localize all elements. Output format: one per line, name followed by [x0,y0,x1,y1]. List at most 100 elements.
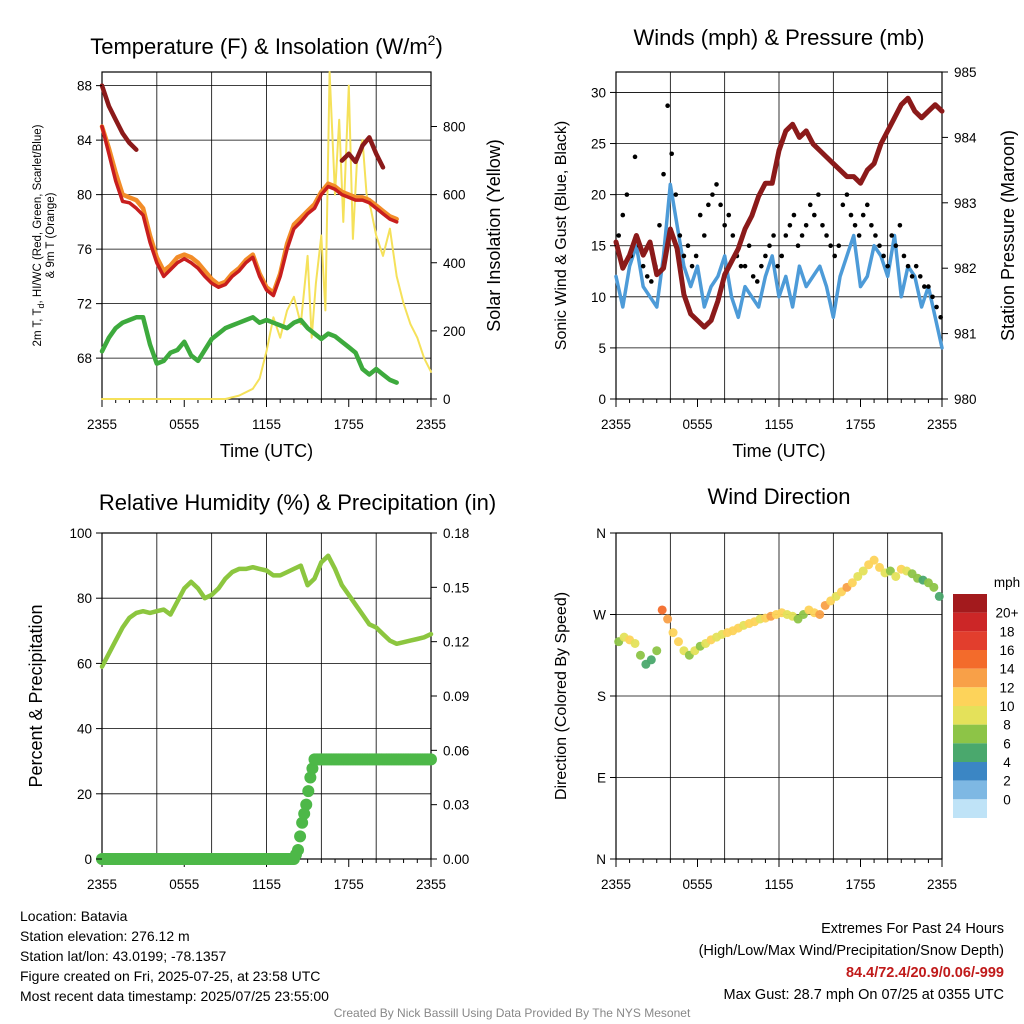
legend-swatch [953,743,987,762]
x-tick-label: 1155 [764,877,793,892]
gust-point [771,233,776,238]
y-tick-label: 25 [591,137,606,152]
legend-swatch [953,594,987,613]
gust-point [824,233,829,238]
rh-panel: 2355 0555 1155 1755 2355 0 20 40 60 80 100 0.00 0.03… [26,490,496,892]
gust-point [616,233,622,238]
legend-label: 0 [1003,792,1011,807]
y2-tick-label: 0.03 [443,798,469,813]
x-tick-label: 1755 [845,877,875,892]
legend-swatch [953,668,987,688]
direction-point [869,555,879,565]
gust-point [640,263,646,269]
x-tick-label: 1155 [252,417,281,432]
direction-point [934,591,944,601]
precip-point [294,830,307,843]
gust-point [913,263,919,269]
y2-tick-label: 0 [443,392,451,407]
legend-label: 4 [1003,755,1011,770]
gust-point [799,233,805,238]
y2-tick-label: 980 [954,392,977,407]
legend-swatch [953,780,987,800]
x-tick-label: 2355 [87,877,117,892]
y2-tick-label: 0.00 [443,852,469,867]
legend-swatch [953,612,987,632]
direction-point [853,571,863,581]
x-tick-label: 1155 [252,877,281,892]
y-tick-label: 68 [77,351,92,366]
gust-point [681,253,687,259]
gust-point [889,233,895,238]
gust-point [934,304,939,310]
gust-point [905,263,911,269]
gust-point [791,212,797,218]
y-tick-label: 76 [77,242,92,257]
precip-point [298,807,311,820]
legend-label: 10 [999,699,1014,714]
gust-point [860,212,866,218]
gust-point [673,192,679,197]
wind-y-label: Sonic Wind & Gust (Blue, Black) [553,121,570,350]
y-tick-label: 80 [77,591,92,606]
extremes-title: Extremes For Past 24 Hours [821,921,1004,937]
x-tick-label: 0555 [682,417,712,432]
gust-point [852,222,858,228]
x-tick-label: 2355 [416,417,446,432]
gust-point [795,243,801,249]
gust-point [706,202,711,208]
legend-label: 14 [999,662,1015,677]
station-location: Location: Batavia [20,908,128,924]
x-tick-label: 0555 [169,417,199,432]
gust-point [856,233,862,238]
direction-point [929,582,939,592]
y-tick-label: 100 [69,526,92,541]
legend-label: 6 [1003,736,1011,751]
legend-label: 18 [999,624,1014,639]
x-tick-label: 2355 [416,877,446,892]
gust-point [750,274,756,279]
gust-point [669,151,674,157]
legend-label: 8 [1003,718,1011,733]
station-info: Location: Batavia Station elevation: 276… [20,906,329,1006]
relative-humidity-line [99,553,434,669]
temp-y-label: 2m T, Td, HI/WC (Red, Green, Scarlet/Blu… [32,124,46,346]
most-recent-timestamp: Most recent data timestamp: 2025/07/25 2… [20,988,329,1004]
extremes-subtitle: (High/Low/Max Wind/Precipitation/Snow De… [698,943,1004,959]
direction-point [673,637,683,647]
gust-point [775,263,780,269]
direction-point [847,578,857,588]
y-tick-label: 10 [591,290,606,305]
legend-swatch [953,724,987,744]
station-elevation: Station elevation: 276.12 m [20,928,190,944]
temp-panel: 2355 0555 1155 1755 2355 68 72 76 80 84 88 0 200 400 6… [32,32,504,461]
gust-point [873,233,878,238]
direction-point [891,571,901,581]
gust-point [917,274,923,279]
gust-point [901,253,907,259]
gust-point [812,212,817,218]
y-tick-label: 72 [77,297,92,312]
y2-tick-label: 600 [443,188,466,203]
gust-point [820,222,825,228]
gust-point [689,263,695,269]
y-tick-label: E [597,771,606,786]
gust-point [742,263,748,269]
x-tick-label: 2355 [927,877,957,892]
gust-point [893,243,899,249]
legend-swatch [953,631,987,650]
dewpoint-line [99,315,399,385]
legend-label: 20+ [996,606,1019,621]
gust-point [807,202,813,208]
gust-point [685,243,691,249]
y2-tick-label: 983 [954,196,977,211]
legend-swatch [953,762,987,781]
direction-point [875,562,885,572]
credit-line: Created By Nick Bassill Using Data Provi… [333,1006,691,1020]
direction-point [646,655,656,665]
wind-x-label: Time (UTC) [732,441,825,461]
gust-point [938,314,943,320]
gust-point [881,253,886,259]
x-tick-label: 0555 [682,877,712,892]
gust-point [710,192,715,197]
gust-point [836,243,842,249]
